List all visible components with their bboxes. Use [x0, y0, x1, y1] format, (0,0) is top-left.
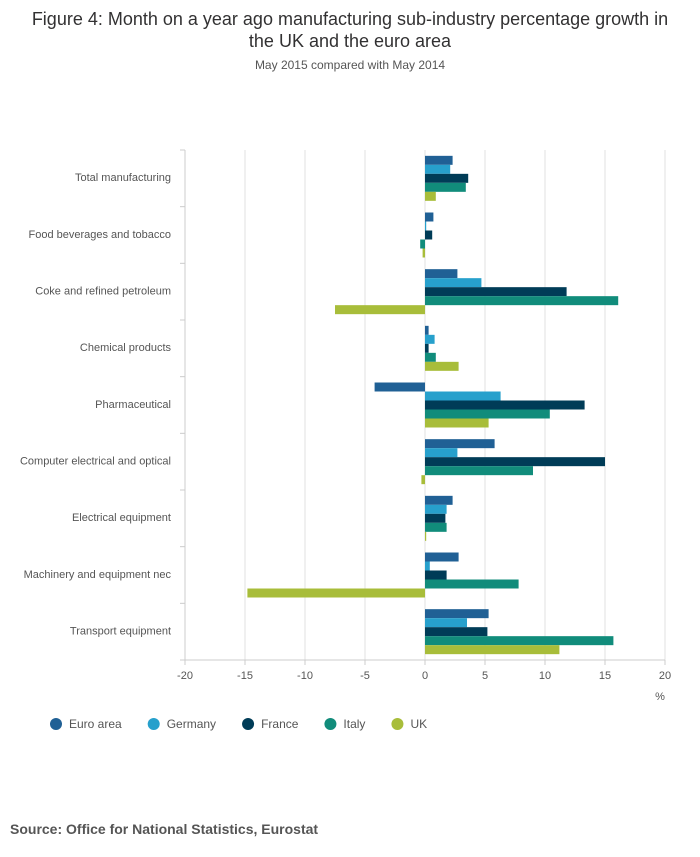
bar — [425, 173, 469, 183]
x-axis-label: % — [655, 691, 665, 703]
bar — [425, 164, 451, 174]
bar — [425, 609, 489, 619]
bar — [425, 287, 567, 297]
x-tick-label: 0 — [422, 670, 428, 682]
x-tick-label: -15 — [237, 670, 253, 682]
bar — [425, 400, 585, 410]
bar — [425, 552, 459, 562]
bar — [425, 343, 429, 353]
bar — [422, 248, 425, 258]
bar — [425, 645, 560, 655]
bar — [247, 588, 425, 598]
legend-marker — [391, 718, 404, 730]
bar — [425, 230, 433, 240]
bar — [425, 495, 453, 505]
bar — [335, 305, 425, 315]
legend-label: UK — [410, 717, 427, 731]
bar — [425, 221, 427, 231]
y-tick-label: Coke and refined petroleum — [35, 286, 171, 298]
legend-label: France — [261, 717, 299, 731]
bar — [425, 531, 427, 541]
legend-marker — [147, 718, 160, 730]
bar — [374, 382, 425, 392]
bar — [425, 361, 459, 371]
bar — [425, 636, 614, 646]
bar — [425, 504, 447, 514]
bar — [425, 278, 482, 288]
y-tick-label: Pharmaceutical — [95, 399, 171, 411]
bar — [425, 191, 436, 201]
legend-marker — [324, 718, 337, 730]
bar — [425, 522, 447, 532]
x-tick-label: -20 — [177, 670, 193, 682]
legend-marker — [242, 718, 255, 730]
legend-label: Euro area — [69, 717, 122, 731]
bar — [425, 561, 430, 571]
bar — [425, 439, 495, 449]
legend-marker — [50, 718, 62, 730]
legend-label: Germany — [167, 717, 216, 731]
bar — [425, 155, 453, 165]
y-tick-label: Computer electrical and optical — [20, 456, 171, 468]
bar — [425, 448, 458, 458]
bar — [420, 239, 425, 249]
x-tick-label: 10 — [539, 670, 551, 682]
bar — [425, 570, 447, 580]
bar — [425, 418, 489, 428]
chart: -20 -15 -10 -5 0 5 10 15 20% Total manufacturing F… — [20, 149, 671, 731]
bar — [425, 296, 619, 306]
y-tick-label: Food beverages and tobacco — [29, 229, 172, 241]
source: Source: Office for National Statistics, … — [10, 821, 319, 837]
y-tick-label: Total manufacturing — [75, 172, 171, 184]
x-tick-label: 5 — [482, 670, 488, 682]
bar — [425, 325, 429, 335]
y-tick-label: Transport equipment — [70, 626, 171, 638]
legend-label: Italy — [343, 717, 365, 731]
bar — [425, 513, 446, 523]
x-tick-label: 15 — [599, 670, 611, 682]
bar — [425, 269, 458, 279]
bar — [425, 457, 605, 467]
chart-subtitle: May 2015 compared with May 2014 — [254, 58, 446, 72]
bar — [425, 334, 435, 344]
bar — [425, 352, 436, 362]
bar — [425, 182, 466, 192]
bar — [425, 466, 533, 476]
bar — [425, 212, 434, 222]
y-tick-label: Machinery and equipment nec — [24, 569, 172, 581]
chart-title: Figure 4: Month on a year ago manufactur… — [31, 9, 669, 51]
bar — [425, 618, 467, 628]
y-tick-label: Electrical equipment — [72, 512, 171, 524]
x-tick-label: -10 — [297, 670, 313, 682]
bar — [425, 391, 501, 401]
x-tick-label: 20 — [659, 670, 671, 682]
bar — [425, 579, 519, 589]
bar — [421, 475, 425, 485]
x-tick-label: -5 — [360, 670, 370, 682]
bar — [425, 409, 550, 419]
y-tick-label: Chemical products — [80, 342, 172, 354]
bar — [425, 627, 488, 637]
